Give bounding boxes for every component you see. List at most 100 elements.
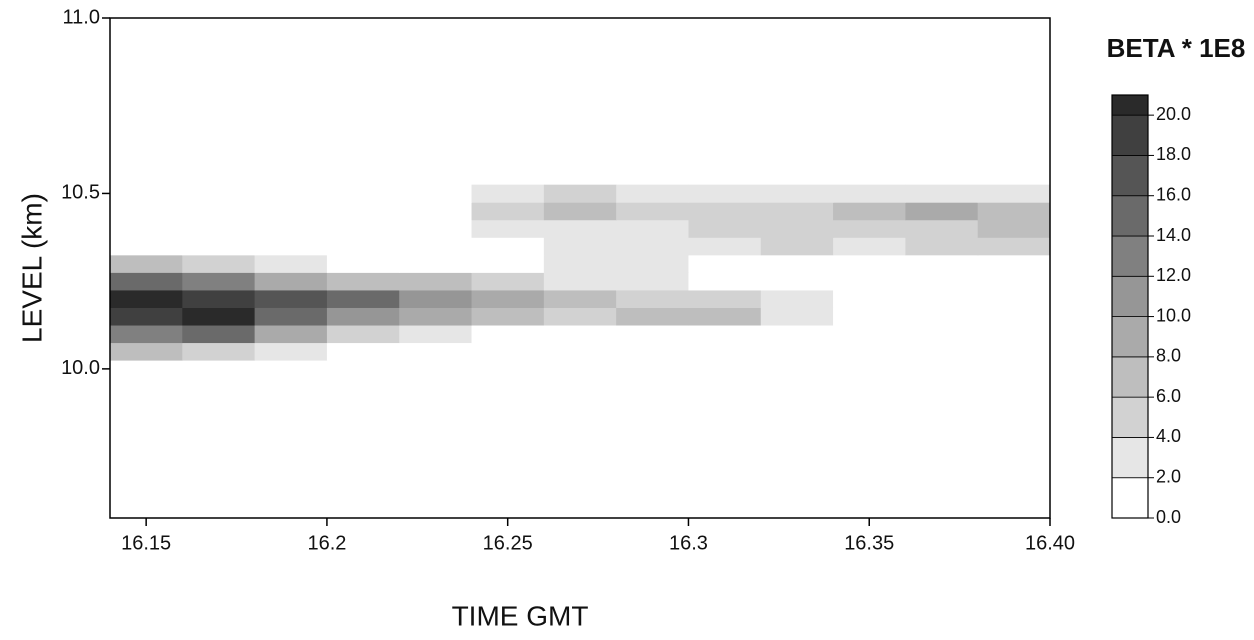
heat-cell (110, 237, 183, 256)
heat-cell (833, 184, 906, 203)
heat-cell (543, 184, 617, 203)
heat-cell (254, 272, 328, 291)
heat-cell (616, 254, 689, 273)
heat-cell (254, 325, 328, 344)
heat-cell (471, 184, 545, 203)
heat-cell (254, 202, 328, 221)
heat-cell (760, 325, 834, 344)
heat-cell (688, 219, 762, 238)
x-tick-label: 16.40 (1025, 532, 1075, 554)
heat-cell (905, 254, 979, 273)
heat-cell (688, 289, 762, 308)
heat-cell (326, 325, 400, 344)
heat-cell (110, 289, 183, 308)
heat-cell (471, 254, 545, 273)
heat-cell (543, 254, 617, 273)
heat-cell (326, 342, 400, 361)
heat-cell (977, 289, 1050, 308)
y-axis-label: LEVEL (km) (16, 193, 47, 343)
heat-cell (543, 342, 617, 361)
heat-cell (326, 237, 400, 256)
heat-cell (833, 254, 906, 273)
heat-cell (760, 289, 834, 308)
heat-cell (833, 289, 906, 308)
heat-cell (905, 202, 979, 221)
heat-cell (688, 325, 762, 344)
y-tick-label: 10.5 (61, 182, 100, 204)
heat-cell (399, 254, 473, 273)
heat-cell (399, 202, 473, 221)
colorbar-segment (1111, 437, 1149, 479)
heat-cell (616, 272, 689, 291)
heat-cell (471, 237, 545, 256)
colorbar-tick-label: 0.0 (1156, 507, 1181, 527)
heat-cell (688, 307, 762, 326)
heat-cell (543, 272, 617, 291)
heat-cell (905, 184, 979, 203)
heat-cell (399, 184, 473, 203)
heat-cell (977, 219, 1050, 238)
heat-cell (254, 289, 328, 308)
heat-cell (760, 202, 834, 221)
colorbar-tick-label: 16.0 (1156, 184, 1191, 204)
y-tick-label: 10.0 (61, 357, 100, 379)
colorbar-tick-label: 20.0 (1156, 104, 1191, 124)
heat-cell (182, 237, 256, 256)
heat-cell (833, 237, 906, 256)
heat-cell (833, 202, 906, 221)
heat-cell (110, 184, 183, 203)
x-tick-label: 16.15 (121, 532, 171, 554)
heat-cell (977, 342, 1050, 361)
heat-cell (326, 219, 400, 238)
heat-cell (616, 342, 689, 361)
heat-cell (616, 289, 689, 308)
colorbar-segment (1111, 396, 1149, 438)
colorbar-tick-label: 6.0 (1156, 386, 1181, 406)
x-axis-label: TIME GMT (452, 600, 589, 631)
heat-cell (616, 237, 689, 256)
heat-cell (760, 272, 834, 291)
heat-cell (760, 307, 834, 326)
heat-cell (110, 342, 183, 361)
heat-cell (905, 272, 979, 291)
chart-title: BETA * 1E8 (1107, 33, 1246, 63)
heat-cell (254, 184, 328, 203)
heat-cell (399, 289, 473, 308)
heat-cell (326, 184, 400, 203)
heat-cell (688, 184, 762, 203)
heat-cell (182, 202, 256, 221)
heat-cell (543, 289, 617, 308)
heat-cell (977, 307, 1050, 326)
heat-cell (977, 237, 1050, 256)
heat-cell (760, 254, 834, 273)
heat-cell (110, 325, 183, 344)
heat-cell (254, 307, 328, 326)
colorbar-tick-label: 18.0 (1156, 144, 1191, 164)
colorbar-tick-label: 2.0 (1156, 466, 1181, 486)
x-tick-label: 16.2 (307, 532, 346, 554)
colorbar-segment (1111, 356, 1149, 398)
colorbar-segment (1111, 155, 1149, 197)
heat-cell (977, 254, 1050, 273)
heat-cell (471, 219, 545, 238)
heat-cell (543, 202, 617, 221)
x-tick-label: 16.3 (669, 532, 708, 554)
y-tick-label: 11.0 (63, 6, 100, 28)
colorbar-segment (1111, 114, 1149, 156)
heat-cell (543, 237, 617, 256)
heat-cell (326, 202, 400, 221)
heat-cell (833, 325, 906, 344)
heat-cell (688, 254, 762, 273)
heat-cell (688, 237, 762, 256)
heat-cell (254, 237, 328, 256)
x-tick-label: 16.35 (844, 532, 894, 554)
heat-cell (399, 307, 473, 326)
heat-cell (616, 184, 689, 203)
heat-cell (977, 202, 1050, 221)
colorbar-segment (1111, 94, 1149, 116)
colorbar-tick-label: 14.0 (1156, 225, 1191, 245)
heat-cell (110, 307, 183, 326)
heat-cell (399, 342, 473, 361)
heat-cell (977, 184, 1050, 203)
